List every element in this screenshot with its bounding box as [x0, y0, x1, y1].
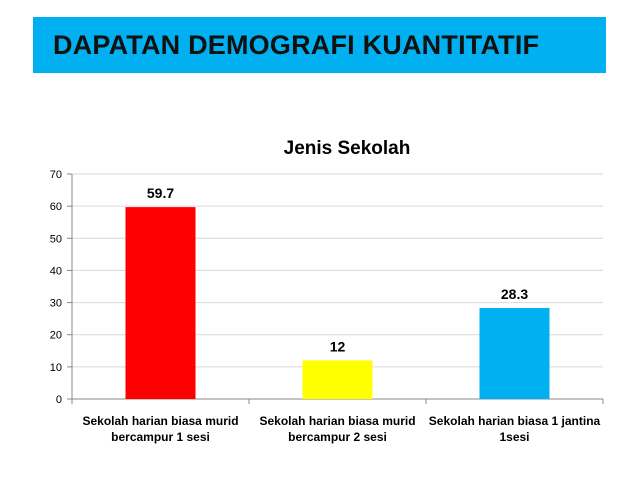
x-tick-label-line: Sekolah harian biasa 1 jantina	[429, 414, 601, 428]
x-tick-label: Sekolah harian biasa murid bercampur 1 se…	[82, 414, 238, 444]
slide-title: DAPATAN DEMOGRAFI KUANTITATIF	[53, 29, 540, 60]
chart-title: Jenis Sekolah	[284, 138, 411, 159]
title-banner: DAPATAN DEMOGRAFI KUANTITATIF	[33, 17, 606, 73]
y-tick-label: 40	[50, 265, 62, 277]
y-tick-label: 10	[50, 362, 62, 374]
x-tick-labels: Sekolah harian biasa murid bercampur 1 se…	[82, 414, 600, 444]
bars	[125, 207, 550, 399]
x-tick-label-line: Sekolah harian biasa murid	[259, 414, 415, 428]
y-tick-label: 0	[56, 394, 62, 406]
x-tick-label-line: 1sesi	[499, 430, 529, 444]
y-tick-label: 60	[50, 201, 62, 213]
y-tick-label: 70	[50, 169, 62, 181]
data-label: 28.3	[501, 286, 528, 302]
y-tick-label: 50	[50, 233, 62, 245]
x-tick-label-line: Sekolah harian biasa murid	[82, 414, 238, 428]
x-tick-label-line: bercampur 1 sesi	[111, 430, 210, 444]
data-label: 12	[330, 338, 346, 354]
bar	[479, 308, 550, 399]
y-tick-label: 30	[50, 298, 62, 310]
y-tick-label: 20	[50, 330, 62, 342]
data-labels: 59.7 12 28.3	[147, 185, 528, 354]
bar	[302, 360, 373, 399]
x-tick-label: Sekolah harian biasa 1 jantina 1sesi	[429, 414, 601, 444]
y-tick-labels: 0 10 20 30 40 50 60 70	[50, 169, 62, 406]
bar	[125, 207, 196, 399]
data-label: 59.7	[147, 185, 174, 201]
x-tick-label-line: bercampur 2 sesi	[288, 430, 387, 444]
x-tick-label: Sekolah harian biasa murid bercampur 2 se…	[259, 414, 415, 444]
